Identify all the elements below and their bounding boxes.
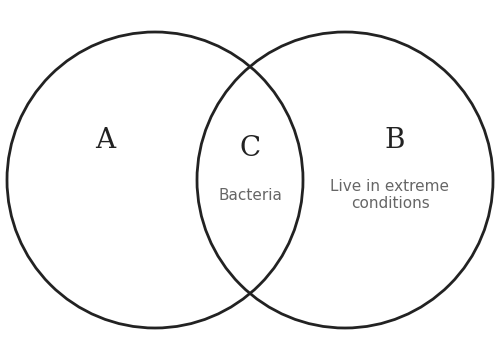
Text: Bacteria: Bacteria	[218, 188, 282, 202]
Text: B: B	[385, 126, 405, 153]
Text: A: A	[95, 126, 115, 153]
Text: C: C	[240, 135, 260, 162]
Text: Live in extreme
conditions: Live in extreme conditions	[330, 179, 450, 211]
